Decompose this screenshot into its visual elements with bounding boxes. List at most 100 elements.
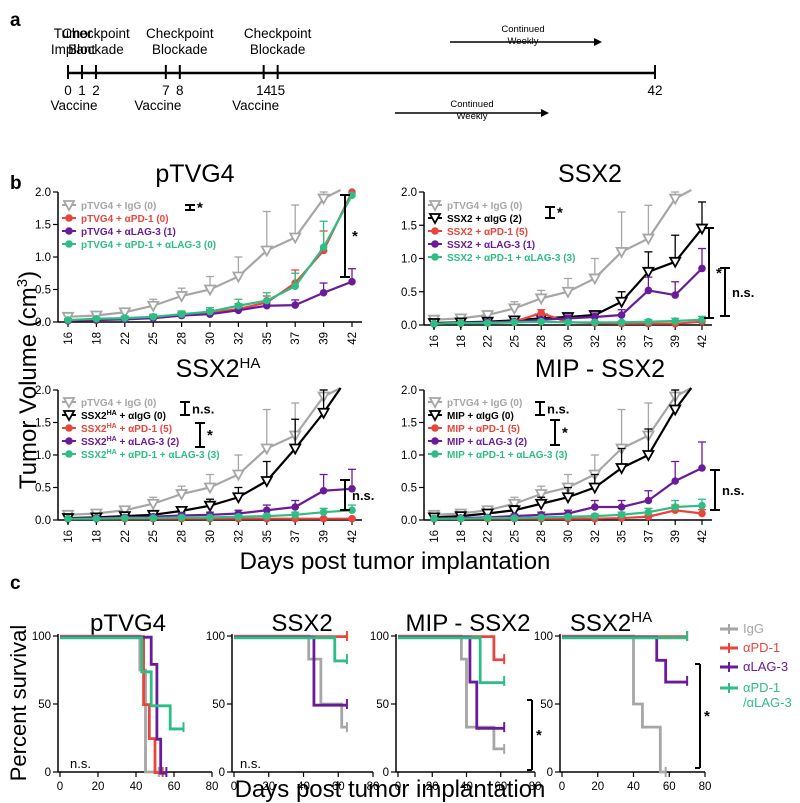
x-tick-label: 37 <box>290 332 302 345</box>
stat-label: * <box>536 727 542 744</box>
survival-curve-purple <box>60 635 167 775</box>
data-point <box>260 443 274 456</box>
series-gray <box>61 189 342 324</box>
data-point <box>149 514 157 522</box>
data-point <box>591 318 599 327</box>
data-point <box>319 514 328 523</box>
y-tick-label: 1.0 <box>35 450 51 462</box>
y-tick-label: 0 <box>383 767 389 779</box>
legend-label-part: + αLAG-3 (2) <box>117 437 180 448</box>
data-point <box>203 284 217 297</box>
x-tick-label: 20 <box>262 781 275 793</box>
chart-title-text: MIP - SSX2 <box>406 610 531 637</box>
x-tick-label: 32 <box>233 530 245 543</box>
continued-weekly-top: Continued Weekly <box>501 24 544 47</box>
x-tick-label: 22 <box>483 530 495 543</box>
legend-label-part: SSX2 <box>81 450 107 461</box>
data-point <box>291 503 300 511</box>
y-tick-label: 100 <box>534 631 553 643</box>
data-point <box>564 512 572 521</box>
x-tick-label: 39 <box>319 332 331 345</box>
y-tick-label: 0.5 <box>35 285 51 297</box>
chart-title: SSX2HA <box>176 355 261 383</box>
legend-marker <box>62 200 76 212</box>
data-point <box>507 303 521 316</box>
data-point <box>695 223 709 236</box>
legend-label-sup: HA <box>107 436 117 443</box>
legend-label-part: + αPD-1 (5) <box>117 424 172 435</box>
y-tick-label: 0.5 <box>401 287 417 299</box>
legend-marker <box>431 424 439 432</box>
survival-curve-green <box>60 636 184 731</box>
chart-title: pTVG4 <box>90 610 166 637</box>
legend-label: pTVG4 + αPD-1 (0) <box>81 214 169 225</box>
x-tick-label: 40 <box>627 781 640 793</box>
stat-label: n.s. <box>192 402 214 417</box>
legend-label: SSX2HA + αLAG-3 (2) <box>81 436 179 448</box>
x-tick-label: 20 <box>92 781 105 793</box>
timeline-event-label-line: Checkpoint <box>62 26 130 41</box>
x-tick-label: 32 <box>590 335 602 348</box>
survival-chart-4: 0 50 100 0 20 40 60 80 SSX2HA * <box>534 609 712 793</box>
y-tick-label: 50 <box>540 699 553 711</box>
continued-weekly-bottom-line: Weekly <box>457 111 488 122</box>
data-point <box>510 318 519 327</box>
data-point <box>588 482 602 495</box>
data-point <box>671 503 679 511</box>
data-point <box>457 514 465 523</box>
y-tick-label: 1.5 <box>401 220 417 232</box>
chart-title: SSX2 <box>271 610 332 637</box>
data-point <box>177 513 186 522</box>
chart-title-text: SSX2 <box>176 355 240 383</box>
data-point <box>118 505 132 518</box>
x-tick-label: 22 <box>483 335 495 348</box>
x-tick-label: 25 <box>509 530 521 543</box>
x-tick-label: 35 <box>262 332 274 345</box>
timeline-tick-label: 42 <box>647 83 662 98</box>
legend-label-gray-line: IgG <box>743 621 764 636</box>
data-point <box>561 492 575 505</box>
legend-label-green: αPD-1/αLAG-3 <box>743 680 792 710</box>
data-point <box>644 317 653 326</box>
data-point <box>671 317 679 325</box>
data-point <box>92 314 101 323</box>
data-point <box>537 309 545 317</box>
x-tick-label: 35 <box>617 530 629 543</box>
survival-curve-gray <box>562 634 666 774</box>
x-tick-label: 25 <box>509 335 521 348</box>
x-tick-label: 22 <box>120 530 132 543</box>
data-point <box>291 282 300 291</box>
legend-label: pTVG4 + IgG (0) <box>81 201 156 212</box>
legend-label-part: SSX2 <box>81 437 107 448</box>
legend-marker <box>62 397 76 409</box>
x-tick-label: 16 <box>63 332 75 345</box>
legend-marker <box>431 253 439 261</box>
x-tick-label: 30 <box>205 530 217 543</box>
continued-weekly-bottom: Continued Weekly <box>450 99 493 122</box>
data-point <box>698 509 706 518</box>
data-point <box>617 503 626 511</box>
legend-label: SSX2 + αIgG (2) <box>447 214 522 225</box>
data-point <box>430 514 438 523</box>
y-axis-title: Percent survival <box>6 625 31 782</box>
arrow-head-top <box>594 38 602 46</box>
legend-label: SSX2 + αPD-1 + αLAG-3 (3) <box>447 253 575 264</box>
x-tick-label: 32 <box>590 530 602 543</box>
data-point <box>263 301 271 310</box>
continued-weekly-top-line: Continued <box>501 24 544 35</box>
survival-curve-purple <box>562 635 688 684</box>
legend-label: pTVG4 + IgG (0) <box>447 398 522 409</box>
x-tick-label: 80 <box>529 781 542 793</box>
data-point <box>319 243 328 252</box>
timeline-tick-label: 1 <box>78 83 86 98</box>
x-tick-label: 20 <box>426 781 439 793</box>
data-point <box>234 512 243 521</box>
data-point <box>457 319 465 327</box>
legend-marker <box>65 240 73 248</box>
survival-chart-2: 0 50 100 0 20 40 60 80 SSX2 n.s. <box>206 610 380 793</box>
stat-label: n.s. <box>722 483 744 498</box>
stat-label: * <box>197 200 203 217</box>
x-tick-label: 37 <box>643 335 655 348</box>
data-point <box>537 513 545 522</box>
